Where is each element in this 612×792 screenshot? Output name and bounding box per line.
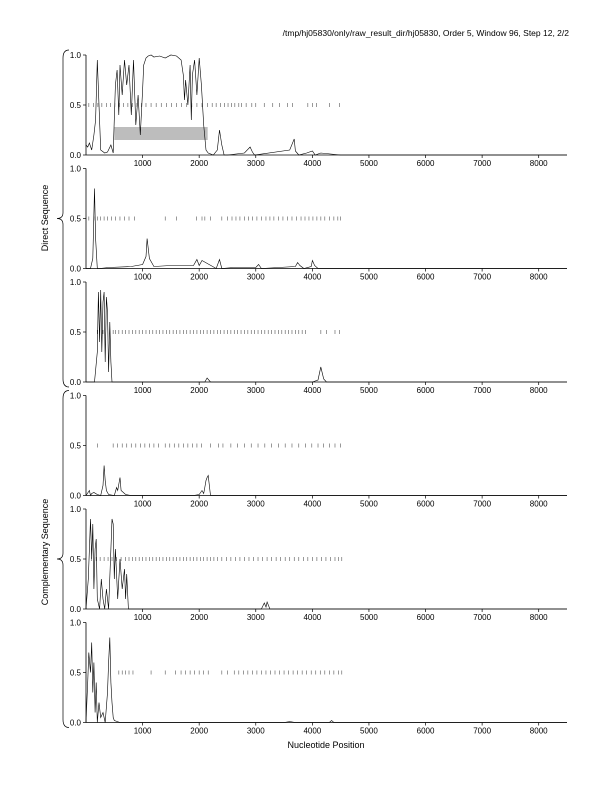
x-tick-label: 4000 xyxy=(303,159,321,168)
x-tick-label: 2000 xyxy=(190,273,208,282)
x-tick-label: 3000 xyxy=(247,273,265,282)
y-tick-label: 0.0 xyxy=(70,265,82,274)
x-tick-label: 8000 xyxy=(530,159,548,168)
x-tick-label: 6000 xyxy=(417,500,435,509)
x-tick-label: 5000 xyxy=(360,273,378,282)
x-tick-label: 7000 xyxy=(473,500,491,509)
x-tick-label: 8000 xyxy=(530,500,548,509)
chart-panels: 0.0 0.5 1.0 1000 2000 3000 4000 5000 6000 7000 800… xyxy=(70,51,567,736)
x-tick-label: 2000 xyxy=(190,159,208,168)
panel-6: 0.0 0.5 1.0 1000 2000 3000 4000 5000 6000 7000 800… xyxy=(70,619,567,736)
x-tick-label: 7000 xyxy=(473,386,491,395)
x-tick-label: 4000 xyxy=(303,727,321,736)
series-line xyxy=(85,465,567,497)
y-tick-label: 0.5 xyxy=(70,328,82,337)
group-label-direct: Direct Sequence xyxy=(40,185,50,252)
brace-direct xyxy=(56,49,70,388)
x-axis-label: Nucleotide Position xyxy=(287,740,364,750)
series-line xyxy=(85,54,567,156)
x-tick-label: 5000 xyxy=(360,159,378,168)
x-tick-label: 6000 xyxy=(417,159,435,168)
x-tick-label: 2000 xyxy=(190,727,208,736)
x-tick-label: 2000 xyxy=(190,500,208,509)
x-tick-label: 5000 xyxy=(360,613,378,622)
x-tick-label: 1000 xyxy=(134,613,152,622)
y-tick-label: 0.0 xyxy=(70,378,82,387)
x-tick-label: 6000 xyxy=(417,613,435,622)
x-tick-label: 2000 xyxy=(190,386,208,395)
y-tick-label: 1.0 xyxy=(70,505,82,514)
group-label-complementary: Complementary Sequence xyxy=(40,499,50,606)
panel-4: 0.0 0.5 1.0 1000 2000 3000 4000 5000 6000 7000 800… xyxy=(70,392,567,509)
brace-complementary xyxy=(56,390,70,728)
x-tick-label: 1000 xyxy=(134,500,152,509)
panel-1: 0.0 0.5 1.0 1000 2000 3000 4000 5000 6000 7000 800… xyxy=(70,51,567,168)
y-tick-label: 1.0 xyxy=(70,619,82,628)
y-tick-label: 1.0 xyxy=(70,278,82,287)
x-tick-label: 7000 xyxy=(473,727,491,736)
x-tick-label: 3000 xyxy=(247,613,265,622)
x-tick-label: 5000 xyxy=(360,727,378,736)
x-tick-label: 6000 xyxy=(417,386,435,395)
y-tick-label: 0.5 xyxy=(70,442,82,451)
series-line xyxy=(86,188,567,269)
series-line xyxy=(85,518,567,610)
x-tick-label: 3000 xyxy=(247,500,265,509)
x-tick-label: 4000 xyxy=(303,613,321,622)
x-tick-label: 3000 xyxy=(247,727,265,736)
y-tick-label: 0.0 xyxy=(70,605,82,614)
x-tick-label: 7000 xyxy=(473,613,491,622)
x-tick-label: 1000 xyxy=(134,159,152,168)
x-tick-label: 1000 xyxy=(134,386,152,395)
y-tick-label: 0.0 xyxy=(70,492,82,501)
x-tick-label: 5000 xyxy=(360,386,378,395)
y-tick-label: 0.5 xyxy=(70,215,82,224)
series-line xyxy=(85,637,567,723)
x-tick-label: 6000 xyxy=(417,727,435,736)
y-tick-label: 1.0 xyxy=(70,51,82,60)
x-tick-label: 3000 xyxy=(247,386,265,395)
panel-3: 0.0 0.5 1.0 1000 2000 3000 4000 5000 6000 7000 800… xyxy=(70,278,567,395)
x-tick-label: 7000 xyxy=(473,273,491,282)
x-tick-label: 1000 xyxy=(134,727,152,736)
y-tick-label: 0.5 xyxy=(70,555,82,564)
y-tick-label: 0.0 xyxy=(70,719,82,728)
x-tick-label: 8000 xyxy=(530,727,548,736)
x-tick-label: 4000 xyxy=(303,500,321,509)
page-title: /tmp/hj05830/only/raw_result_dir/hj05830… xyxy=(282,28,569,38)
y-tick-label: 0.5 xyxy=(70,669,82,678)
group-braces xyxy=(56,49,70,728)
panel-5: 0.0 0.5 1.0 1000 2000 3000 4000 5000 6000 7000 800… xyxy=(70,505,567,622)
x-tick-label: 7000 xyxy=(473,159,491,168)
shaded-region xyxy=(114,127,208,140)
y-tick-label: 1.0 xyxy=(70,165,82,174)
x-tick-label: 8000 xyxy=(530,613,548,622)
y-tick-label: 0.5 xyxy=(70,101,82,110)
x-tick-label: 5000 xyxy=(360,500,378,509)
y-tick-label: 0.0 xyxy=(70,151,82,160)
x-tick-label: 1000 xyxy=(134,273,152,282)
x-tick-label: 4000 xyxy=(303,273,321,282)
series-line xyxy=(86,289,567,383)
x-tick-label: 2000 xyxy=(190,613,208,622)
x-tick-label: 6000 xyxy=(417,273,435,282)
x-tick-label: 3000 xyxy=(247,159,265,168)
x-tick-label: 8000 xyxy=(530,386,548,395)
y-tick-label: 1.0 xyxy=(70,392,82,401)
x-tick-label: 8000 xyxy=(530,273,548,282)
panel-2: 0.0 0.5 1.0 1000 2000 3000 4000 5000 6000 7000 800… xyxy=(70,165,567,282)
x-tick-label: 4000 xyxy=(303,386,321,395)
